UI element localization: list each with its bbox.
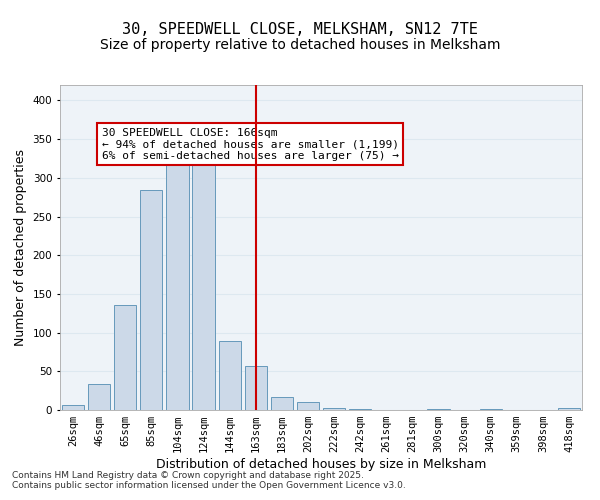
Bar bbox=[218, 341, 241, 410]
Bar bbox=[297, 402, 319, 410]
Bar bbox=[140, 190, 163, 410]
Text: Size of property relative to detached houses in Melksham: Size of property relative to detached ho… bbox=[100, 38, 500, 52]
X-axis label: Distribution of detached houses by size in Melksham: Distribution of detached houses by size … bbox=[156, 458, 486, 471]
Bar bbox=[62, 406, 84, 410]
Bar bbox=[245, 366, 267, 410]
Bar bbox=[271, 397, 293, 410]
Bar bbox=[88, 384, 110, 410]
Text: 30, SPEEDWELL CLOSE, MELKSHAM, SN12 7TE: 30, SPEEDWELL CLOSE, MELKSHAM, SN12 7TE bbox=[122, 22, 478, 38]
Bar bbox=[323, 408, 345, 410]
Bar bbox=[349, 409, 371, 410]
Bar bbox=[427, 409, 449, 410]
Bar bbox=[114, 305, 136, 410]
Bar bbox=[479, 409, 502, 410]
Bar bbox=[166, 162, 188, 410]
Text: 30 SPEEDWELL CLOSE: 166sqm
← 94% of detached houses are smaller (1,199)
6% of se: 30 SPEEDWELL CLOSE: 166sqm ← 94% of deta… bbox=[102, 128, 399, 161]
Y-axis label: Number of detached properties: Number of detached properties bbox=[14, 149, 27, 346]
Bar bbox=[193, 162, 215, 410]
Text: Contains HM Land Registry data © Crown copyright and database right 2025.
Contai: Contains HM Land Registry data © Crown c… bbox=[12, 470, 406, 490]
Bar bbox=[558, 408, 580, 410]
